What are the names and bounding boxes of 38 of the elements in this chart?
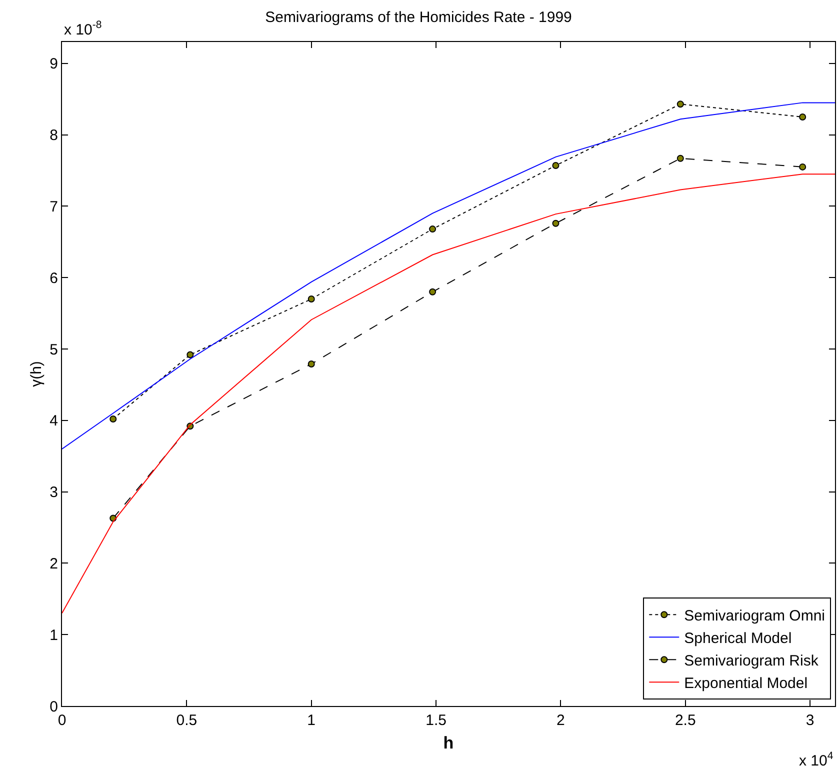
y-tick-label: 5	[50, 341, 58, 358]
line-series	[62, 102, 835, 450]
x-tick-label: 2	[556, 712, 565, 729]
x-tick-label: 2.5	[674, 712, 696, 729]
y-tick-label: 2	[50, 555, 58, 572]
x-tick-label: 1.5	[426, 712, 446, 729]
y-tick-label: 6	[50, 270, 58, 287]
point	[799, 113, 806, 120]
point	[799, 163, 806, 170]
y-axis-title: γ(h)	[28, 361, 45, 387]
text: x 10$^{-8}$	[64, 19, 102, 38]
x-axis-title: h	[443, 733, 454, 752]
y-tick-label: 9	[50, 56, 58, 73]
point	[676, 154, 684, 162]
point	[308, 296, 315, 303]
x-tick-label: 3	[806, 712, 814, 729]
y-tick-label: 1	[50, 626, 58, 644]
point	[429, 288, 436, 296]
legend-label: Semivariogram Omni	[684, 607, 826, 624]
x-tick-label: 1	[307, 712, 316, 729]
legend-label: Exponential Model	[684, 674, 808, 692]
point	[186, 351, 194, 358]
y-tick-label: 4	[50, 412, 58, 430]
point	[552, 162, 560, 170]
text: x 10$^{4}$	[799, 750, 834, 770]
point	[308, 360, 315, 368]
point	[110, 415, 117, 422]
y-tick-label: 3	[50, 484, 58, 502]
x-tick-label: 0.5	[176, 712, 198, 729]
y-tick-label: 8	[50, 127, 58, 144]
point	[552, 220, 560, 227]
y-tick-label: 0	[50, 698, 58, 716]
point	[429, 226, 436, 233]
y-tick-label: 7	[50, 198, 58, 216]
legend-label: Spherical Model	[684, 630, 792, 647]
legend-label: Semivariogram Risk	[684, 652, 819, 670]
point	[676, 100, 684, 108]
chart-title: Semivariograms of the Homicides Rate - 1999	[265, 9, 572, 26]
